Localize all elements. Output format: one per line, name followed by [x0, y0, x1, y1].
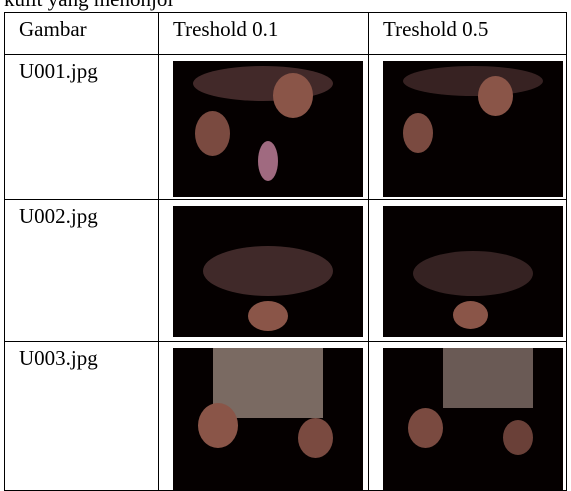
image: [383, 61, 563, 197]
cell: [158, 54, 369, 200]
header-row: Gambar Treshold 0.1 Treshold 0.5: [4, 12, 567, 55]
cell: U002.jpg: [4, 199, 159, 342]
row: U002.jpg: [4, 199, 567, 342]
cell: U003.jpg: [4, 341, 159, 491]
header-text: Gambar: [19, 17, 87, 41]
cell: [158, 199, 369, 342]
row: U003.jpg: [4, 341, 567, 491]
file-name: U003.jpg: [19, 346, 98, 370]
image: [173, 61, 363, 197]
cell: [158, 341, 369, 491]
image: [173, 348, 363, 490]
cell: [368, 54, 567, 200]
header-cell: Gambar: [4, 12, 159, 55]
result-table: Gambar Treshold 0.1 Treshold 0.5 U001.jp…: [4, 12, 567, 491]
row: U001.jpg: [4, 54, 567, 200]
caption-fragment: kulit yang menonjol: [4, 0, 173, 12]
image: [383, 206, 563, 337]
file-name: U001.jpg: [19, 59, 98, 83]
cell: [368, 199, 567, 342]
file-name: U002.jpg: [19, 204, 98, 228]
header-text: Treshold 0.5: [383, 17, 489, 41]
header-cell: Treshold 0.5: [368, 12, 567, 55]
header-cell: Treshold 0.1: [158, 12, 369, 55]
image: [173, 206, 363, 337]
cell: [368, 341, 567, 491]
cell: U001.jpg: [4, 54, 159, 200]
header-text: Treshold 0.1: [173, 17, 279, 41]
image: [383, 348, 563, 490]
